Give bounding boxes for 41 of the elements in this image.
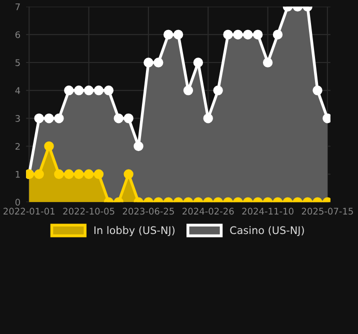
- x-tick-label: 2022-01-01: [4, 208, 55, 215]
- y-tick-label: 5: [16, 59, 20, 66]
- point: [213, 86, 223, 96]
- point: [64, 86, 74, 96]
- y-tick-label: 3: [16, 115, 20, 122]
- point: [173, 30, 184, 40]
- point: [203, 113, 213, 124]
- point: [114, 113, 124, 124]
- x-tick-label: 2024-11-10: [242, 208, 294, 215]
- point: [44, 113, 54, 124]
- point: [144, 58, 154, 68]
- point: [262, 58, 273, 68]
- point: [163, 30, 174, 40]
- point: [84, 86, 94, 96]
- y-tick-label: 2: [15, 142, 20, 150]
- y-tick-label: 0: [15, 198, 20, 206]
- point: [154, 58, 164, 68]
- y-tick-label: 6: [15, 31, 20, 38]
- legend-label: Casino (US-NJ): [230, 226, 304, 236]
- x-tick-label: 2022-10-05: [63, 208, 114, 215]
- point: [312, 86, 322, 96]
- point: [74, 86, 84, 96]
- point: [243, 30, 253, 40]
- point: [104, 86, 114, 96]
- point: [233, 30, 243, 40]
- point: [34, 113, 44, 124]
- point: [183, 86, 194, 96]
- point: [252, 30, 263, 40]
- y-tick-label: 4: [15, 87, 20, 94]
- x-tick-label: 2024-02-26: [182, 208, 234, 215]
- x-tick-label: 2025-07-15: [302, 208, 353, 215]
- y-tick-label: 7: [16, 4, 20, 10]
- x-tick-label: 2023-06-25: [122, 208, 174, 215]
- point: [193, 58, 204, 68]
- point: [54, 113, 64, 124]
- point: [223, 30, 233, 40]
- legend-label: In lobby (US-NJ): [94, 226, 174, 236]
- point: [124, 113, 134, 124]
- point: [272, 30, 283, 40]
- y-tick-label: 1: [16, 171, 20, 178]
- point: [94, 86, 104, 96]
